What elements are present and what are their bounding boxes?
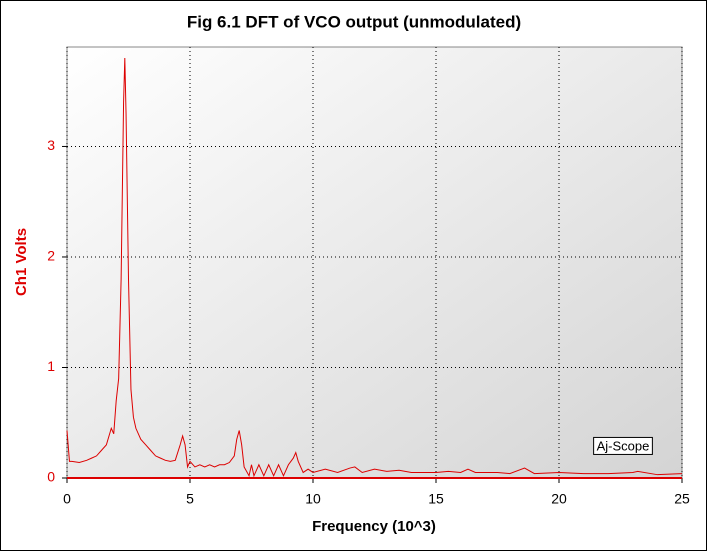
x-axis-label: Frequency (10^3) bbox=[312, 518, 436, 535]
x-tick-label: 0 bbox=[63, 491, 71, 507]
y-tick-label: 1 bbox=[47, 358, 55, 374]
x-tick-label: 10 bbox=[305, 491, 321, 507]
plot-area bbox=[66, 46, 683, 479]
y-axis-label: Ch1 Volts bbox=[13, 228, 30, 296]
x-tick-label: 15 bbox=[428, 491, 444, 507]
chart-title: Fig 6.1 DFT of VCO output (unmodulated) bbox=[187, 12, 521, 31]
annotation: Aj-Scope bbox=[597, 438, 650, 453]
x-tick-label: 25 bbox=[674, 491, 690, 507]
x-tick-label: 20 bbox=[551, 491, 567, 507]
annotation-box bbox=[593, 436, 653, 455]
plot-layer: 0 1 2 3 0 5 10 15 20 25 Aj-Scope bbox=[47, 47, 690, 507]
x-tick-label: 5 bbox=[186, 491, 194, 507]
y-tick-label: 2 bbox=[47, 248, 55, 264]
data-line bbox=[66, 58, 683, 478]
y-tick-label: 3 bbox=[47, 137, 55, 153]
y-tick-label: 0 bbox=[47, 469, 55, 485]
